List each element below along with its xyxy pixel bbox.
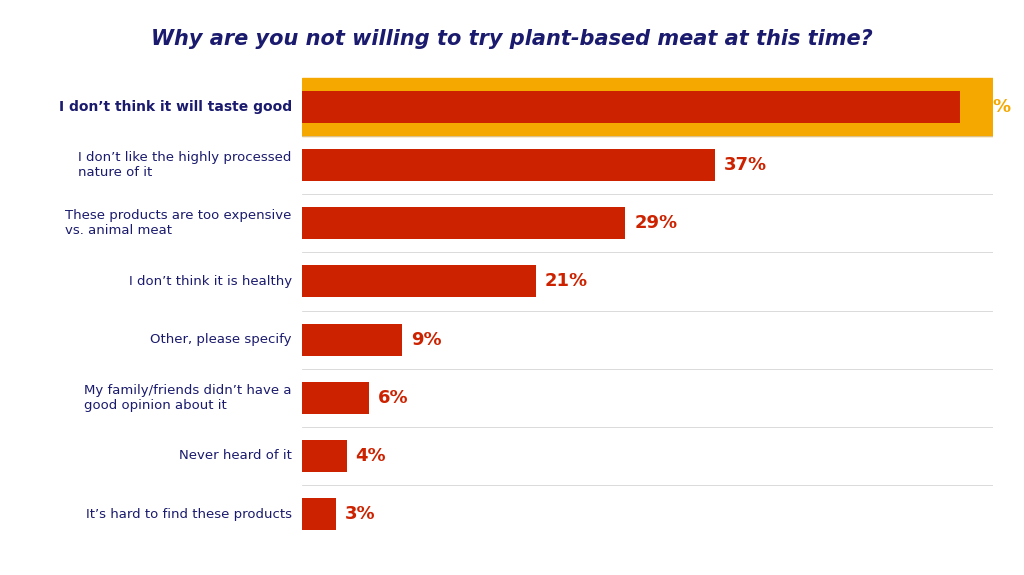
Text: Why are you not willing to try plant-based meat at this time?: Why are you not willing to try plant-bas…	[152, 29, 872, 49]
Bar	[302, 91, 959, 123]
Text: Never heard of it: Never heard of it	[179, 450, 292, 462]
Bar	[302, 382, 369, 414]
Bar	[302, 266, 537, 297]
Bar	[302, 149, 715, 181]
Text: 21%: 21%	[545, 273, 588, 290]
Text: 37%: 37%	[724, 156, 767, 174]
Text: I don’t think it will taste good: I don’t think it will taste good	[58, 100, 292, 114]
Text: 29%: 29%	[634, 214, 678, 232]
Text: I don’t think it is healthy: I don’t think it is healthy	[129, 275, 292, 288]
Text: It’s hard to find these products: It’s hard to find these products	[86, 508, 292, 521]
Text: 6%: 6%	[378, 389, 409, 407]
Text: My family/friends didn’t have a
good opinion about it: My family/friends didn’t have a good opi…	[84, 384, 292, 412]
Bar	[302, 78, 993, 136]
Text: 9%: 9%	[412, 331, 442, 348]
Text: Other, please specify: Other, please specify	[151, 333, 292, 346]
Bar	[302, 498, 336, 530]
Text: 59%: 59%	[969, 98, 1012, 116]
Text: These products are too expensive
vs. animal meat: These products are too expensive vs. ani…	[66, 209, 292, 237]
Bar	[302, 207, 626, 239]
Bar	[302, 324, 402, 355]
Text: 4%: 4%	[355, 447, 386, 465]
Text: I don’t like the highly processed
nature of it: I don’t like the highly processed nature…	[79, 151, 292, 179]
Bar	[302, 440, 347, 472]
Text: 3%: 3%	[344, 505, 375, 523]
